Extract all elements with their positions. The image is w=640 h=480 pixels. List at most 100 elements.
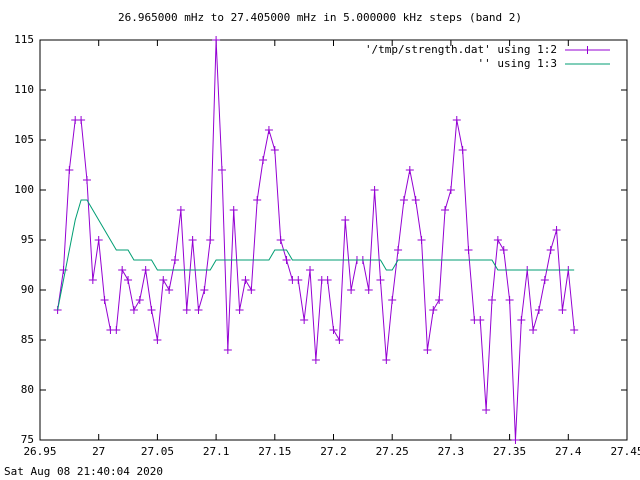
- point: [558, 306, 567, 314]
- point: [335, 336, 344, 344]
- point: [223, 346, 232, 354]
- point: [200, 286, 209, 294]
- legend-label: '' using 1:3: [478, 57, 557, 70]
- point: [429, 306, 438, 314]
- point: [188, 236, 197, 244]
- point: [306, 266, 315, 274]
- timestamp: Sat Aug 08 21:40:04 2020: [4, 465, 163, 478]
- point: [394, 246, 403, 254]
- point: [141, 266, 150, 274]
- legend-point: [583, 46, 592, 54]
- point: [435, 296, 444, 304]
- point: [171, 256, 180, 264]
- point: [206, 236, 215, 244]
- x-tick-label: 27.1: [203, 445, 230, 458]
- y-tick-label: 85: [21, 333, 34, 346]
- point: [77, 116, 86, 124]
- point: [417, 236, 426, 244]
- x-tick-label: 27.35: [493, 445, 526, 458]
- point: [505, 296, 514, 304]
- y-tick-label: 105: [14, 133, 34, 146]
- point: [487, 296, 496, 304]
- point: [235, 306, 244, 314]
- point: [540, 276, 549, 284]
- y-tick-label: 75: [21, 433, 34, 446]
- point: [458, 146, 467, 154]
- point: [135, 296, 144, 304]
- point: [405, 166, 414, 174]
- point: [452, 116, 461, 124]
- point: [376, 276, 385, 284]
- point: [118, 266, 127, 274]
- x-tick-label: 27.25: [376, 445, 409, 458]
- point: [282, 256, 291, 264]
- point: [300, 316, 309, 324]
- x-tick-label: 26.95: [23, 445, 56, 458]
- point: [259, 156, 268, 164]
- point: [159, 276, 168, 284]
- point: [217, 166, 226, 174]
- point: [82, 176, 91, 184]
- point: [364, 286, 373, 294]
- x-tick-label: 27.4: [555, 445, 582, 458]
- y-tick-label: 115: [14, 33, 34, 46]
- point: [552, 226, 561, 234]
- point: [517, 316, 526, 324]
- point: [446, 186, 455, 194]
- y-tick-label: 100: [14, 183, 34, 196]
- point: [253, 196, 262, 204]
- point: [247, 286, 256, 294]
- point: [270, 146, 279, 154]
- point: [511, 436, 520, 444]
- point: [464, 246, 473, 254]
- point: [176, 206, 185, 214]
- y-tick-label: 90: [21, 283, 34, 296]
- point: [493, 236, 502, 244]
- point: [124, 276, 133, 284]
- point: [212, 36, 221, 44]
- point: [264, 126, 273, 134]
- point: [153, 336, 162, 344]
- point: [476, 316, 485, 324]
- point: [59, 266, 68, 274]
- point: [94, 236, 103, 244]
- point: [529, 326, 538, 334]
- point: [370, 186, 379, 194]
- point: [311, 356, 320, 364]
- legend-label: '/tmp/strength.dat' using 1:2: [365, 43, 557, 56]
- point: [294, 276, 303, 284]
- chart-title: 26.965000 mHz to 27.405000 mHz in 5.0000…: [118, 11, 522, 24]
- point: [341, 216, 350, 224]
- point: [347, 286, 356, 294]
- point: [194, 306, 203, 314]
- point: [65, 166, 74, 174]
- point: [112, 326, 121, 334]
- point: [329, 326, 338, 334]
- point: [165, 286, 174, 294]
- point: [323, 276, 332, 284]
- point: [411, 196, 420, 204]
- x-tick-label: 27.05: [141, 445, 174, 458]
- y-tick-label: 80: [21, 383, 34, 396]
- point: [388, 296, 397, 304]
- y-tick-label: 95: [21, 233, 34, 246]
- point: [88, 276, 97, 284]
- point: [182, 306, 191, 314]
- point: [423, 346, 432, 354]
- y-tick-label: 110: [14, 83, 34, 96]
- x-tick-label: 27.3: [438, 445, 465, 458]
- x-tick-label: 27: [92, 445, 105, 458]
- point: [229, 206, 238, 214]
- point: [570, 326, 579, 334]
- point: [546, 246, 555, 254]
- point: [241, 276, 250, 284]
- x-tick-label: 27.15: [258, 445, 291, 458]
- point: [441, 206, 450, 214]
- point: [147, 306, 156, 314]
- point: [129, 306, 138, 314]
- point: [482, 406, 491, 414]
- series-line: [57, 199, 575, 311]
- point: [399, 196, 408, 204]
- x-tick-label: 27.45: [610, 445, 640, 458]
